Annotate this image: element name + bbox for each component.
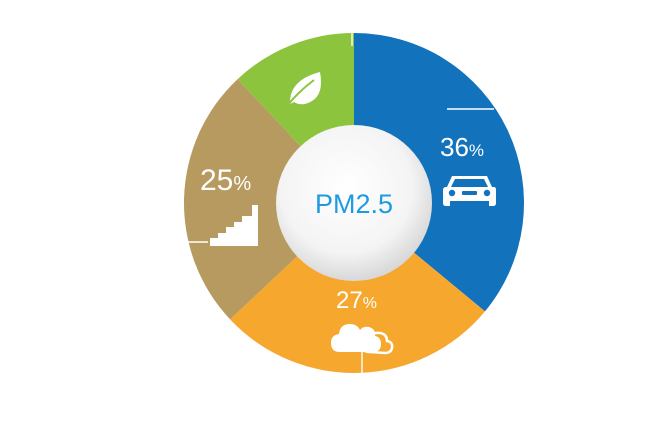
outer-tick-marks xyxy=(187,24,494,374)
center-disc xyxy=(276,125,432,281)
slice-label-25: 25% xyxy=(200,164,251,197)
slice-cloud xyxy=(230,203,485,373)
slice-value-25: 25 xyxy=(200,164,233,197)
slice-unit-36: % xyxy=(469,141,484,160)
slice-unit-27: % xyxy=(363,295,377,312)
slice-car xyxy=(354,33,524,312)
center-label: PM2.5 xyxy=(315,189,393,219)
slice-value-27: 27 xyxy=(336,287,363,314)
car-icon xyxy=(443,176,496,206)
slice-unit-25: % xyxy=(233,173,251,195)
factory-icon xyxy=(210,205,258,246)
slice-label-27: 27% xyxy=(336,287,377,314)
cloud-icon xyxy=(331,324,394,355)
leaf-icon xyxy=(286,72,321,107)
slice-value-36: 36 xyxy=(440,132,469,162)
slice-label-36: 36% xyxy=(440,132,484,162)
slice-factory xyxy=(184,79,354,320)
